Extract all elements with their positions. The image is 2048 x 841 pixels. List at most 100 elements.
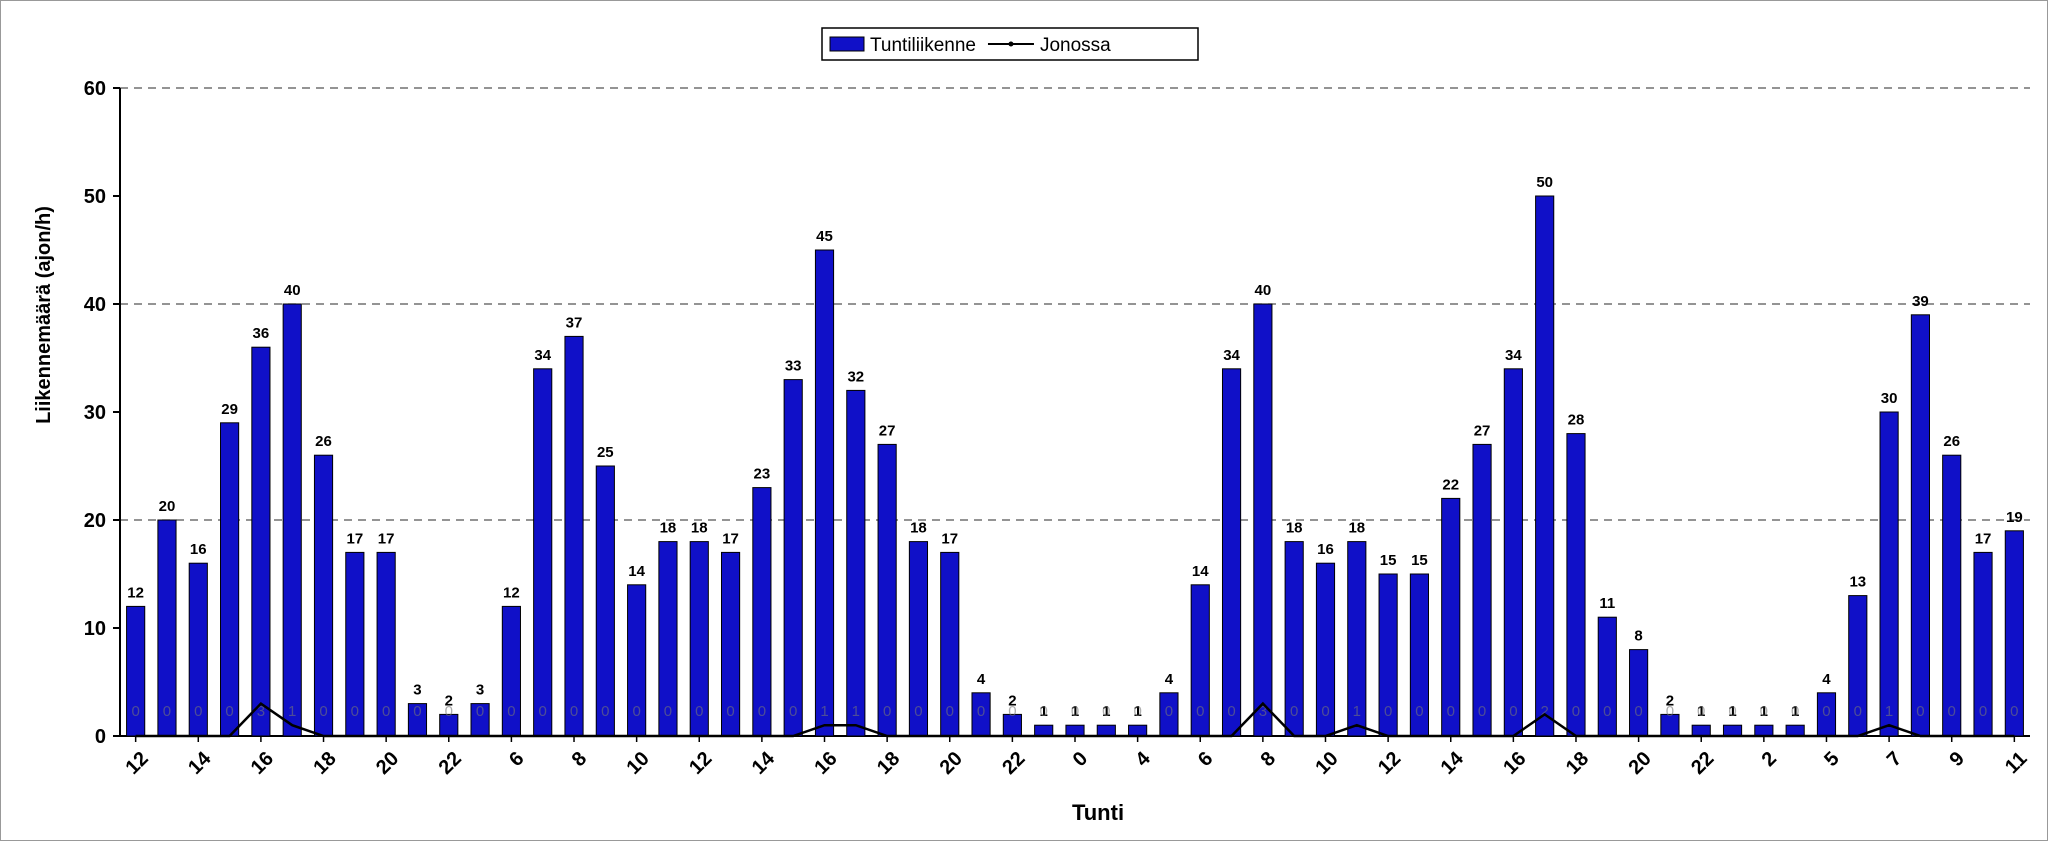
line-value-label: 0: [413, 703, 421, 720]
bar-value-label: 1: [1133, 703, 1141, 720]
bar-value-label: 1: [1760, 703, 1768, 720]
line-value-label: 0: [1572, 703, 1580, 720]
bar: [1096, 724, 1116, 737]
bar: [1441, 497, 1461, 737]
line-value-label: 0: [1603, 703, 1611, 720]
bar-value-label: 1: [1102, 703, 1110, 720]
bar: [1128, 724, 1148, 737]
bar-value-label: 4: [1822, 671, 1831, 688]
bar: [220, 422, 240, 737]
bar: [533, 368, 553, 737]
bar-value-label: 18: [1348, 520, 1365, 537]
bar-value-label: 17: [378, 530, 395, 547]
bar: [1785, 724, 1805, 737]
line-value-label: 0: [1916, 703, 1924, 720]
bar: [1629, 649, 1649, 737]
bar-value-label: 1: [1040, 703, 1048, 720]
line-value-label: 0: [695, 703, 703, 720]
line-value-label: 0: [1979, 703, 1987, 720]
line-value-label: 0: [351, 703, 359, 720]
bar: [1942, 454, 1962, 737]
bar-value-label: 17: [722, 530, 739, 547]
line-value-label: 0: [1071, 703, 1079, 720]
bar: [877, 443, 897, 737]
bar: [1691, 724, 1711, 737]
bar-value-label: 40: [284, 282, 301, 299]
bar-value-label: 15: [1411, 552, 1428, 569]
y-tick-label: 50: [84, 186, 106, 208]
bar: [564, 335, 584, 737]
y-tick-label: 60: [84, 78, 106, 100]
line-value-label: 0: [789, 703, 797, 720]
line-value-label: 1: [1885, 703, 1893, 720]
bar-value-label: 17: [346, 530, 363, 547]
bar-value-label: 22: [1442, 476, 1459, 493]
line-value-label: 0: [131, 703, 139, 720]
bar: [595, 465, 615, 737]
bar-value-label: 14: [628, 563, 645, 580]
line-value-label: 0: [1415, 703, 1423, 720]
line-value-label: 0: [194, 703, 202, 720]
y-tick-label: 40: [84, 294, 106, 316]
bar-value-label: 2: [1008, 692, 1016, 709]
line-value-label: 0: [382, 703, 390, 720]
line-value-label: 0: [1760, 703, 1768, 720]
line-value-label: 0: [726, 703, 734, 720]
line-value-label: 0: [319, 703, 327, 720]
line-value-label: 0: [1447, 703, 1455, 720]
bar-value-label: 26: [1943, 433, 1960, 450]
bar-value-label: 1: [1791, 703, 1799, 720]
bar-value-label: 17: [1975, 530, 1992, 547]
line-value-label: 0: [632, 703, 640, 720]
bar-value-label: 36: [253, 325, 270, 342]
bar: [752, 487, 772, 737]
line-value-label: 0: [1290, 703, 1298, 720]
bar: [1472, 443, 1492, 737]
bar-value-label: 33: [785, 358, 802, 375]
bar-value-label: 30: [1881, 390, 1898, 407]
bar-value-label: 16: [1317, 541, 1334, 558]
bar-value-label: 18: [691, 520, 708, 537]
bar-value-label: 34: [1505, 347, 1522, 364]
line-value-label: 0: [570, 703, 578, 720]
bar: [814, 249, 835, 737]
bar: [783, 379, 803, 737]
line-value-label: 0: [1102, 703, 1110, 720]
line-value-label: 0: [1478, 703, 1486, 720]
bar-value-label: 11: [1599, 595, 1615, 612]
line-value-label: 0: [1321, 703, 1329, 720]
bar-value-label: 12: [503, 584, 520, 601]
bar-value-label: 27: [1474, 422, 1491, 439]
line-value-label: 0: [1384, 703, 1392, 720]
bar-value-label: 20: [159, 498, 176, 515]
line-value-label: 3: [1259, 703, 1267, 720]
bar: [1879, 411, 1899, 737]
line-value-label: 0: [758, 703, 766, 720]
y-tick-label: 0: [95, 726, 106, 748]
line-value-label: 0: [914, 703, 922, 720]
line-value-label: 0: [1791, 703, 1799, 720]
bar-value-label: 34: [534, 347, 551, 364]
bar-value-label: 18: [910, 520, 927, 537]
line-value-label: 1: [288, 703, 296, 720]
line-value-label: 0: [1040, 703, 1048, 720]
bar-value-label: 2: [1666, 692, 1674, 709]
bar-value-label: 37: [566, 314, 583, 331]
bar-value-label: 1: [1728, 703, 1736, 720]
bar: [251, 346, 271, 737]
bar-value-label: 34: [1223, 347, 1240, 364]
bar-value-label: 17: [941, 530, 958, 547]
bar-value-label: 15: [1380, 552, 1397, 569]
line-value-label: 0: [1666, 703, 1674, 720]
line-value-label: 0: [664, 703, 672, 720]
line-value-label: 0: [1634, 703, 1642, 720]
line-value-label: 1: [820, 703, 828, 720]
bar-value-label: 2: [445, 692, 453, 709]
bar: [1065, 724, 1085, 737]
legend-swatch: [829, 36, 865, 52]
line-value-label: 0: [1165, 703, 1173, 720]
bar: [313, 454, 334, 737]
line-value-label: 0: [2010, 703, 2018, 720]
